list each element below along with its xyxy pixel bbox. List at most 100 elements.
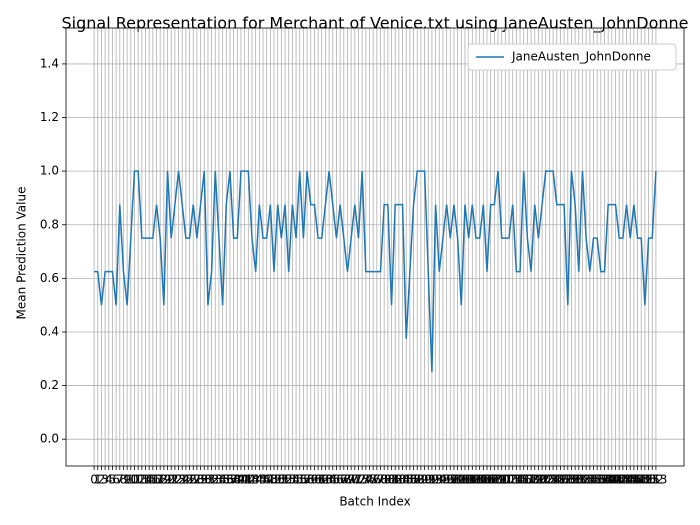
chart-title: Signal Representation for Merchant of Ve… [61, 14, 688, 34]
y-axis-label: Mean Prediction Value [15, 187, 29, 320]
x-tick-label: 43 [244, 473, 259, 487]
x-tick-label: 99 [450, 473, 465, 487]
legend-box [467, 43, 677, 71]
x-tick-label: 117 [512, 473, 535, 487]
x-tick-label: 74 [358, 473, 373, 487]
x-tick-label: 110 [487, 473, 510, 487]
x-tick-label: 82 [388, 473, 403, 487]
x-tick-label: 77 [369, 473, 384, 487]
x-tick-label: 56 [292, 473, 307, 487]
x-tick-label: 122 [531, 473, 554, 487]
x-tick-label: 55 [288, 473, 303, 487]
x-tick-label: 138 [589, 473, 612, 487]
x-tick-label: 23 [171, 473, 186, 487]
x-tick-label: 29 [193, 473, 208, 487]
x-tick-label: 79 [377, 473, 392, 487]
x-tick-label: 145 [615, 473, 638, 487]
x-tick-label: 62 [314, 473, 329, 487]
x-tick-label: 98 [446, 473, 461, 487]
x-tick-label: 14 [138, 473, 153, 487]
x-tick-label: 68 [336, 473, 351, 487]
x-tick-label: 142 [604, 473, 627, 487]
x-tick-label: 67 [332, 473, 347, 487]
y-tick-label: 0.0 [40, 432, 59, 446]
x-tick-label: 111 [490, 473, 513, 487]
x-tick-label: 69 [340, 473, 355, 487]
x-tick-label: 73 [355, 473, 370, 487]
x-tick-label: 96 [439, 473, 454, 487]
x-tick-label: 26 [182, 473, 197, 487]
x-tick-label: 11 [127, 473, 142, 487]
x-tick-label: 54 [285, 473, 300, 487]
x-tick-label: 1 [94, 473, 102, 487]
x-tick-label: 17 [149, 473, 164, 487]
x-tick-label: 128 [553, 473, 576, 487]
x-tick-label: 70 [343, 473, 358, 487]
x-tick-label: 83 [391, 473, 406, 487]
x-tick-label: 35 [215, 473, 230, 487]
x-tick-label: 44 [248, 473, 263, 487]
y-tick-label: 1.0 [40, 164, 59, 178]
x-tick-label: 146 [619, 473, 642, 487]
x-tick-label: 59 [303, 473, 318, 487]
x-tick-label: 6 [112, 473, 120, 487]
x-tick-label: 125 [542, 473, 565, 487]
x-tick-label: 49 [266, 473, 281, 487]
x-tick-label: 34 [211, 473, 226, 487]
x-tick-label: 151 [637, 473, 660, 487]
x-tick-label: 15 [142, 473, 157, 487]
x-tick-label: 42 [241, 473, 256, 487]
x-tick-label: 90 [417, 473, 432, 487]
x-tick-label: 95 [435, 473, 450, 487]
x-tick-label: 97 [443, 473, 458, 487]
y-tick-label: 0.8 [40, 217, 59, 231]
x-tick-label: 137 [586, 473, 609, 487]
line [94, 170, 657, 373]
x-tick-label: 150 [633, 473, 656, 487]
x-tick-label: 93 [428, 473, 443, 487]
x-tick-label: 132 [567, 473, 590, 487]
x-tick-label: 106 [472, 473, 495, 487]
x-tick-label: 75 [362, 473, 377, 487]
x-tick-label: 16 [145, 473, 160, 487]
x-tick-label: 152 [641, 473, 664, 487]
x-tick-label: 114 [501, 473, 524, 487]
x-tick-label: 12 [131, 473, 146, 487]
x-tick-label: 38 [226, 473, 241, 487]
x-tick-label: 58 [299, 473, 314, 487]
x-tick-label: 140 [597, 473, 620, 487]
x-tick-label: 10 [123, 473, 138, 487]
x-tick-label: 149 [630, 473, 653, 487]
x-tick-label: 89 [413, 473, 428, 487]
x-tick-label: 71 [347, 473, 362, 487]
x-tick-label: 53 [281, 473, 296, 487]
x-tick-label: 116 [509, 473, 532, 487]
x-tick-label: 63 [318, 473, 333, 487]
x-tick-label: 84 [395, 473, 410, 487]
x-tick-label: 13 [134, 473, 149, 487]
x-tick-label: 52 [277, 473, 292, 487]
x-tick-label: 85 [399, 473, 414, 487]
x-tick-label: 92 [424, 473, 439, 487]
x-tick-label: 121 [527, 473, 550, 487]
x-tick-label: 108 [479, 473, 502, 487]
x-tick-label: 45 [252, 473, 267, 487]
x-tick-label: 22 [167, 473, 182, 487]
x-tick-label: 127 [549, 473, 572, 487]
x-tick-label: 76 [366, 473, 381, 487]
y-tick-label: 1.2 [40, 110, 59, 124]
x-tick-label: 66 [329, 473, 344, 487]
x-tick-label: 107 [476, 473, 499, 487]
y-tick-label: 0.2 [40, 378, 59, 392]
x-tick-label: 104 [465, 473, 488, 487]
x-tick-label: 30 [197, 473, 212, 487]
y-tick-label: 0.6 [40, 271, 59, 285]
x-tick-label: 9 [123, 473, 131, 487]
x-tick-label: 27 [186, 473, 201, 487]
x-tick-label: 57 [296, 473, 311, 487]
x-tick-label: 119 [520, 473, 543, 487]
x-tick-label: 7 [116, 473, 124, 487]
x-tick-label: 130 [560, 473, 583, 487]
x-tick-label: 143 [608, 473, 631, 487]
